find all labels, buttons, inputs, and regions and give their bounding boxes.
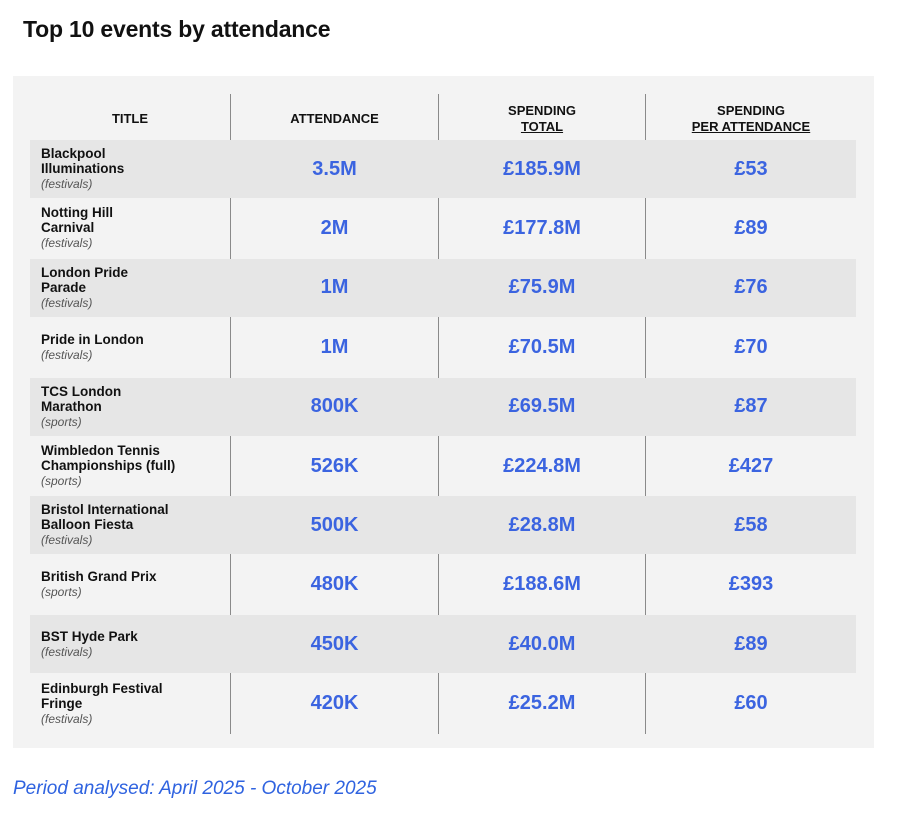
header-attendance: ATTENDANCE [231, 100, 438, 138]
table-row: TCS London Marathon (sports) 800K £69.5M £87 [30, 377, 856, 436]
table-row: Pride in London (festivals) 1M £70.5M £70 [30, 318, 856, 376]
event-category: (festivals) [41, 711, 93, 726]
event-category: (festivals) [41, 347, 93, 362]
event-name: Notting Hill Carnival [41, 205, 113, 236]
table-row: London Pride Parade (festivals) 1M £75.9M £7… [30, 258, 856, 317]
value-attendance: 2M [320, 216, 349, 239]
event-category: (festivals) [41, 236, 93, 251]
value-attendance: 450K [310, 632, 359, 655]
value-per-attendance: £89 [734, 216, 768, 239]
value-attendance: 480K [310, 573, 359, 596]
row-title-cell: Edinburgh Festival Fringe (festivals) [41, 675, 216, 733]
value-per-attendance: £76 [734, 276, 768, 299]
value-spending-total: £224.8M [503, 454, 581, 477]
table-row: Blackpool Illuminations (festivals) 3.5M £1… [30, 140, 856, 198]
header-per-line2: PER ATTENDANCE [691, 119, 811, 134]
event-name: Bristol International Balloon Fiesta [41, 502, 169, 533]
row-title-cell: Notting Hill Carnival (festivals) [41, 199, 216, 257]
value-spending-total: £188.6M [503, 573, 581, 596]
event-name: TCS London Marathon [41, 383, 122, 414]
header-spending-line1: SPENDING [508, 103, 576, 118]
value-attendance: 1M [320, 276, 349, 299]
value-per-attendance: £58 [734, 513, 768, 536]
value-per-attendance: £70 [734, 335, 768, 358]
event-name: BST Hyde Park [41, 628, 138, 644]
header-per-line1: SPENDING [717, 103, 785, 118]
row-title-cell: Wimbledon Tennis Championships (full) (sp… [41, 437, 216, 495]
row-title-cell: London Pride Parade (festivals) [41, 259, 216, 317]
table-row: Notting Hill Carnival (festivals) 2M £177.8… [30, 199, 856, 257]
value-spending-total: £177.8M [503, 216, 581, 239]
event-category: (festivals) [41, 295, 93, 310]
row-title-cell: Bristol International Balloon Fiesta (fes… [41, 496, 216, 554]
row-title-cell: Pride in London (festivals) [41, 318, 216, 376]
header-per-attendance: SPENDING PER ATTENDANCE [646, 100, 856, 138]
value-per-attendance: £427 [728, 454, 774, 477]
value-attendance: 800K [310, 395, 359, 418]
event-name: Edinburgh Festival Fringe [41, 680, 163, 711]
table-row: Bristol International Balloon Fiesta (fes… [30, 496, 856, 555]
event-category: (sports) [41, 585, 82, 600]
header-spending-line2: TOTAL [520, 119, 564, 134]
header-title: TITLE [30, 100, 230, 138]
table-row: Wimbledon Tennis Championships (full) (sp… [30, 437, 856, 495]
event-category: (sports) [41, 414, 82, 429]
event-name: London Pride Parade [41, 264, 128, 295]
value-attendance: 526K [310, 454, 359, 477]
value-spending-total: £25.2M [508, 692, 576, 715]
event-name: British Grand Prix [41, 569, 157, 585]
event-name: Wimbledon Tennis Championships (full) [41, 443, 176, 473]
value-per-attendance: £393 [728, 573, 774, 596]
header-attendance-label: ATTENDANCE [290, 111, 379, 126]
event-name: Blackpool Illuminations [41, 146, 125, 176]
value-attendance: 3.5M [312, 157, 357, 180]
event-category: (festivals) [41, 177, 93, 191]
table-row: BST Hyde Park (festivals) 450K £40.0M £89 [30, 615, 856, 674]
value-per-attendance: £89 [734, 632, 768, 655]
row-title-cell: British Grand Prix (sports) [41, 556, 216, 614]
event-category: (festivals) [41, 644, 93, 659]
value-attendance: 420K [310, 692, 359, 715]
row-title-cell: Blackpool Illuminations (festivals) [41, 140, 216, 198]
value-per-attendance: £60 [734, 692, 768, 715]
value-per-attendance: £87 [734, 395, 768, 418]
value-spending-total: £185.9M [503, 157, 581, 180]
header-title-label: TITLE [111, 111, 149, 126]
event-name: Pride in London [41, 331, 144, 347]
row-title-cell: TCS London Marathon (sports) [41, 378, 216, 436]
row-title-cell: BST Hyde Park (festivals) [41, 615, 216, 673]
value-spending-total: £28.8M [508, 513, 576, 536]
footnote: Period analysed: April 2025 - October 20… [13, 778, 377, 799]
value-spending-total: £70.5M [508, 335, 576, 358]
value-attendance: 1M [320, 335, 349, 358]
event-category: (sports) [41, 474, 82, 488]
value-spending-total: £40.0M [508, 632, 576, 655]
page-title: Top 10 events by attendance [23, 16, 331, 42]
table-row: Edinburgh Festival Fringe (festivals) 420K… [30, 675, 856, 733]
value-spending-total: £69.5M [508, 395, 576, 418]
value-spending-total: £75.9M [508, 276, 576, 299]
table-row: British Grand Prix (sports) 480K £188.6M £39… [30, 556, 856, 614]
header-spending-total: SPENDING TOTAL [439, 100, 645, 138]
value-per-attendance: £53 [734, 157, 768, 180]
event-category: (festivals) [41, 533, 93, 548]
value-attendance: 500K [310, 513, 359, 536]
